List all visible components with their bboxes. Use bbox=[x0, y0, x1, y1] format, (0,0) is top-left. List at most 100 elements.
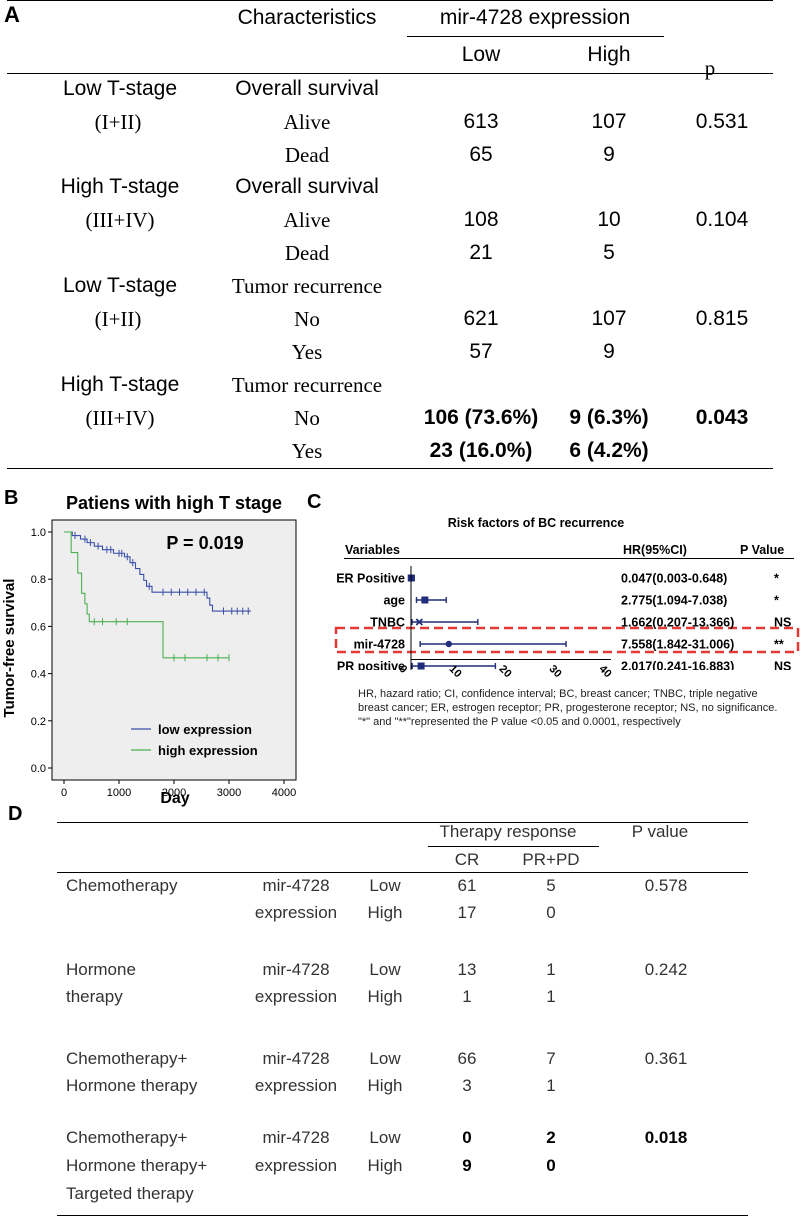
cell-low: 57 bbox=[469, 340, 493, 363]
marker-label: expression bbox=[254, 987, 338, 1006]
therapy-label: Chemotherapy+ bbox=[66, 1049, 188, 1068]
header-variables: Variables bbox=[345, 543, 400, 557]
row-label: Dead bbox=[284, 241, 330, 265]
row-label: Yes bbox=[291, 340, 323, 364]
cell-cr: 13 bbox=[457, 960, 477, 979]
cell-p: 0.104 bbox=[695, 208, 749, 231]
therapy-label: Chemotherapy+ bbox=[66, 1128, 188, 1147]
cell-low: 65 bbox=[469, 143, 493, 166]
hr-point bbox=[445, 640, 452, 648]
header-subrule bbox=[428, 846, 599, 847]
header-expression: mir-4728 expression bbox=[439, 6, 631, 29]
cell-prpd: 2 bbox=[546, 1128, 556, 1147]
level-label: High bbox=[367, 1076, 403, 1095]
significance: * bbox=[774, 572, 779, 586]
cell-high: 9 bbox=[603, 143, 615, 166]
level-label: Low bbox=[369, 1049, 401, 1068]
cell-high: 107 bbox=[591, 110, 627, 133]
table-d-top-rule bbox=[57, 822, 748, 823]
significance: * bbox=[774, 594, 779, 608]
variable-label: ER Positive bbox=[336, 572, 405, 586]
category-label: Tumor recurrence bbox=[231, 274, 383, 298]
hr-value: 7.558(1.842-31.006) bbox=[621, 638, 734, 652]
cell-cr: 9 bbox=[462, 1156, 472, 1175]
header-high: High bbox=[587, 43, 631, 66]
therapy-label: Targeted therapy bbox=[66, 1184, 194, 1203]
panel-b-label: B bbox=[4, 487, 19, 509]
row-label: Alive bbox=[283, 110, 331, 134]
cell-p: 0.018 bbox=[644, 1128, 688, 1147]
header-therapy-response: Therapy response bbox=[439, 822, 577, 841]
cell-p: 0.043 bbox=[695, 406, 749, 429]
row-label: No bbox=[294, 307, 320, 331]
y-tick-label: 0.8 bbox=[31, 574, 46, 586]
y-tick-label: 0.4 bbox=[31, 669, 46, 681]
legend-high-label: high expression bbox=[158, 743, 258, 758]
header-p: p bbox=[704, 56, 716, 80]
header-pvalue: P value bbox=[631, 822, 689, 841]
header-prpd: PR+PD bbox=[522, 850, 580, 869]
hr-point bbox=[415, 618, 423, 626]
category-label: Tumor recurrence bbox=[231, 373, 383, 397]
row-label: Alive bbox=[283, 208, 331, 232]
cell-prpd: 5 bbox=[546, 876, 556, 895]
cell-prpd: 1 bbox=[546, 960, 556, 979]
cell-p: 0.815 bbox=[695, 307, 749, 330]
stage-range: (I+II) bbox=[94, 307, 142, 331]
cell-prpd: 1 bbox=[546, 987, 556, 1006]
forest-header-rule bbox=[344, 558, 794, 559]
hr-point bbox=[417, 662, 425, 670]
header-rule bbox=[57, 872, 748, 873]
hr-value: 2.775(1.094-7.038) bbox=[621, 594, 727, 608]
marker-label: mir-4728 bbox=[262, 960, 330, 979]
cell-high: 5 bbox=[603, 241, 615, 264]
header-rule bbox=[7, 73, 773, 74]
hr-point bbox=[421, 596, 429, 604]
row-label: Yes bbox=[291, 439, 323, 463]
header-cr: CR bbox=[454, 850, 480, 869]
cell-prpd: 0 bbox=[546, 1156, 556, 1175]
highlight-box bbox=[334, 626, 800, 654]
therapy-label: Hormone bbox=[66, 960, 136, 979]
marker-label: expression bbox=[254, 903, 338, 922]
significance: NS bbox=[774, 660, 791, 671]
cell-low: 23 (16.0%) bbox=[429, 439, 533, 462]
therapy-label: Chemotherapy bbox=[66, 876, 178, 895]
level-label: High bbox=[367, 903, 403, 922]
cell-cr: 0 bbox=[462, 1128, 472, 1147]
stage-label: Low T-stage bbox=[62, 274, 178, 297]
cell-high: 9 bbox=[603, 340, 615, 363]
cell-p: 0.361 bbox=[644, 1049, 688, 1068]
cell-prpd: 7 bbox=[546, 1049, 556, 1068]
hr-value: 1.662(0.207-13.366) bbox=[621, 616, 734, 630]
legend-low-label: low expression bbox=[158, 722, 252, 737]
row-label: Dead bbox=[284, 143, 330, 167]
y-tick-label: 1.0 bbox=[31, 527, 46, 539]
stage-label: High T-stage bbox=[60, 373, 180, 396]
variable-label: mir-4728 bbox=[354, 638, 405, 652]
header-hr: HR(95%CI) bbox=[623, 543, 687, 557]
header-subrule bbox=[407, 36, 664, 37]
marker-label: mir-4728 bbox=[262, 876, 330, 895]
category-label: Overall survival bbox=[235, 77, 379, 100]
forest-x-axis bbox=[411, 659, 611, 660]
x-tick-label: 3000 bbox=[217, 787, 241, 799]
marker-label: mir-4728 bbox=[262, 1128, 330, 1147]
cell-high: 6 (4.2%) bbox=[569, 439, 649, 462]
panel-c-label: C bbox=[307, 491, 322, 513]
category-label: Overall survival bbox=[235, 175, 379, 198]
cell-p: 0.531 bbox=[695, 110, 749, 133]
stage-range: (III+IV) bbox=[85, 406, 155, 430]
footnote-line: HR, hazard ratio; CI, confidence interva… bbox=[358, 688, 758, 700]
marker-label: mir-4728 bbox=[262, 1049, 330, 1068]
footnote-line: "*" and "**"represented the P value <0.0… bbox=[358, 716, 681, 728]
stage-label: High T-stage bbox=[60, 175, 180, 198]
cell-low: 613 bbox=[463, 110, 499, 133]
cell-high: 107 bbox=[591, 307, 627, 330]
level-label: Low bbox=[369, 960, 401, 979]
cell-low: 106 (73.6%) bbox=[423, 406, 539, 429]
variable-label: age bbox=[383, 594, 405, 608]
legend-box bbox=[150, 718, 292, 762]
cell-high: 9 (6.3%) bbox=[569, 406, 649, 429]
cell-p: 0.578 bbox=[644, 876, 688, 895]
